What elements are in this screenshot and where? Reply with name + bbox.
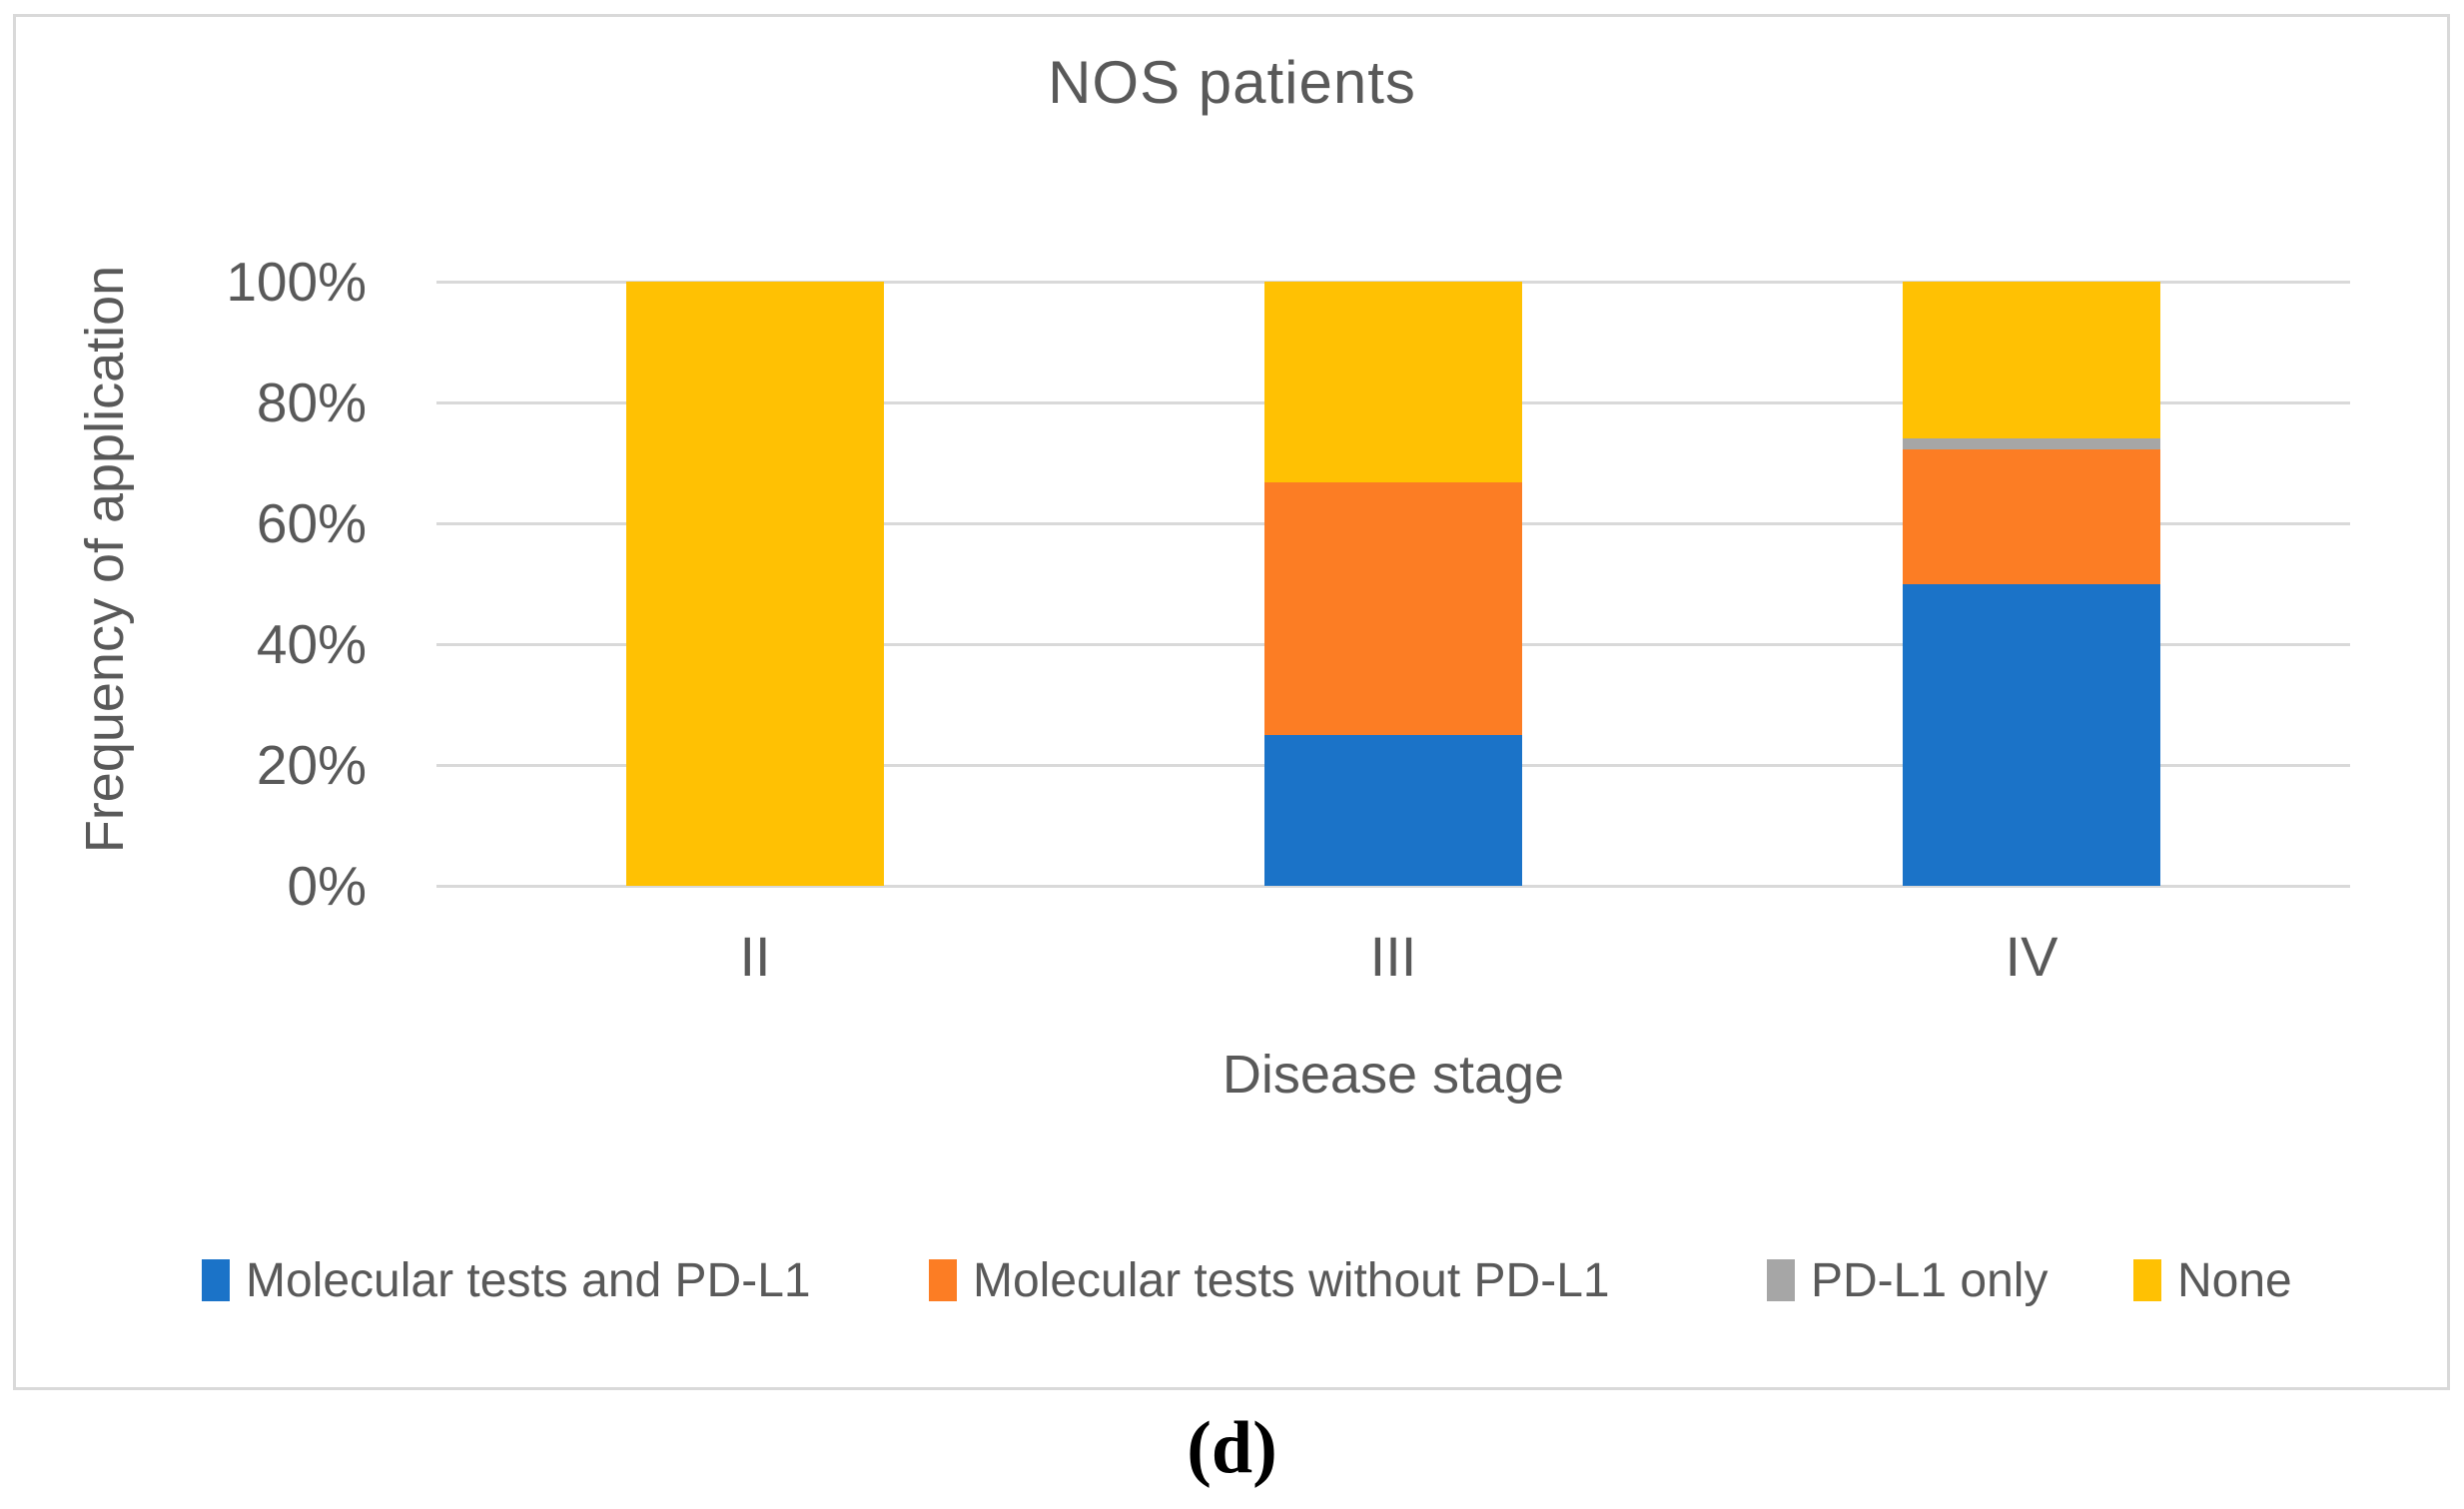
legend-item: Molecular tests without PD-L1 [929,1250,1610,1310]
bar-segment [626,282,884,886]
y-tick-label: 60% [256,492,367,554]
bar-segment [1903,583,2160,886]
bar-stage-II [626,282,884,886]
y-tick-label: 40% [256,613,367,675]
legend-item: None [2133,1250,2292,1310]
bar-stage-III [1264,282,1522,886]
bar-segment [1903,449,2160,584]
figure-caption: (d) [1187,1407,1277,1489]
x-tick-label-III: III [1369,925,1417,988]
legend-swatch-icon [929,1259,957,1301]
legend-swatch-icon [202,1259,230,1301]
legend-item: PD-L1 only [1767,1250,2048,1310]
y-tick-label: 100% [226,251,367,313]
x-axis-title: Disease stage [1222,1045,1565,1105]
bar-stage-IV [1903,282,2160,886]
legend-swatch-icon [2133,1259,2161,1301]
chart-title: NOS patients [1048,49,1416,116]
gridline-0 [436,885,2350,888]
bar-segment [1264,734,1522,886]
y-tick-label: 20% [256,734,367,796]
y-tick-label: 0% [287,855,368,917]
bar-segment [1903,437,2160,450]
bar-segment [1264,482,1522,735]
y-tick-label: 80% [256,372,367,433]
x-tick-label-II: II [739,925,771,988]
legend-label: None [2177,1253,2292,1307]
legend-label: Molecular tests without PD-L1 [973,1253,1610,1307]
y-axis-title: Frequency of application [75,265,135,854]
legend-label: PD-L1 only [1811,1253,2049,1307]
legend-label: Molecular tests and PD-L1 [246,1253,811,1307]
plot-area [436,281,2350,888]
bar-segment [1264,282,1522,483]
x-tick-label-IV: IV [2005,925,2058,988]
bar-segment [1903,282,2160,438]
legend-swatch-icon [1767,1259,1795,1301]
legend-item: Molecular tests and PD-L1 [202,1250,811,1310]
